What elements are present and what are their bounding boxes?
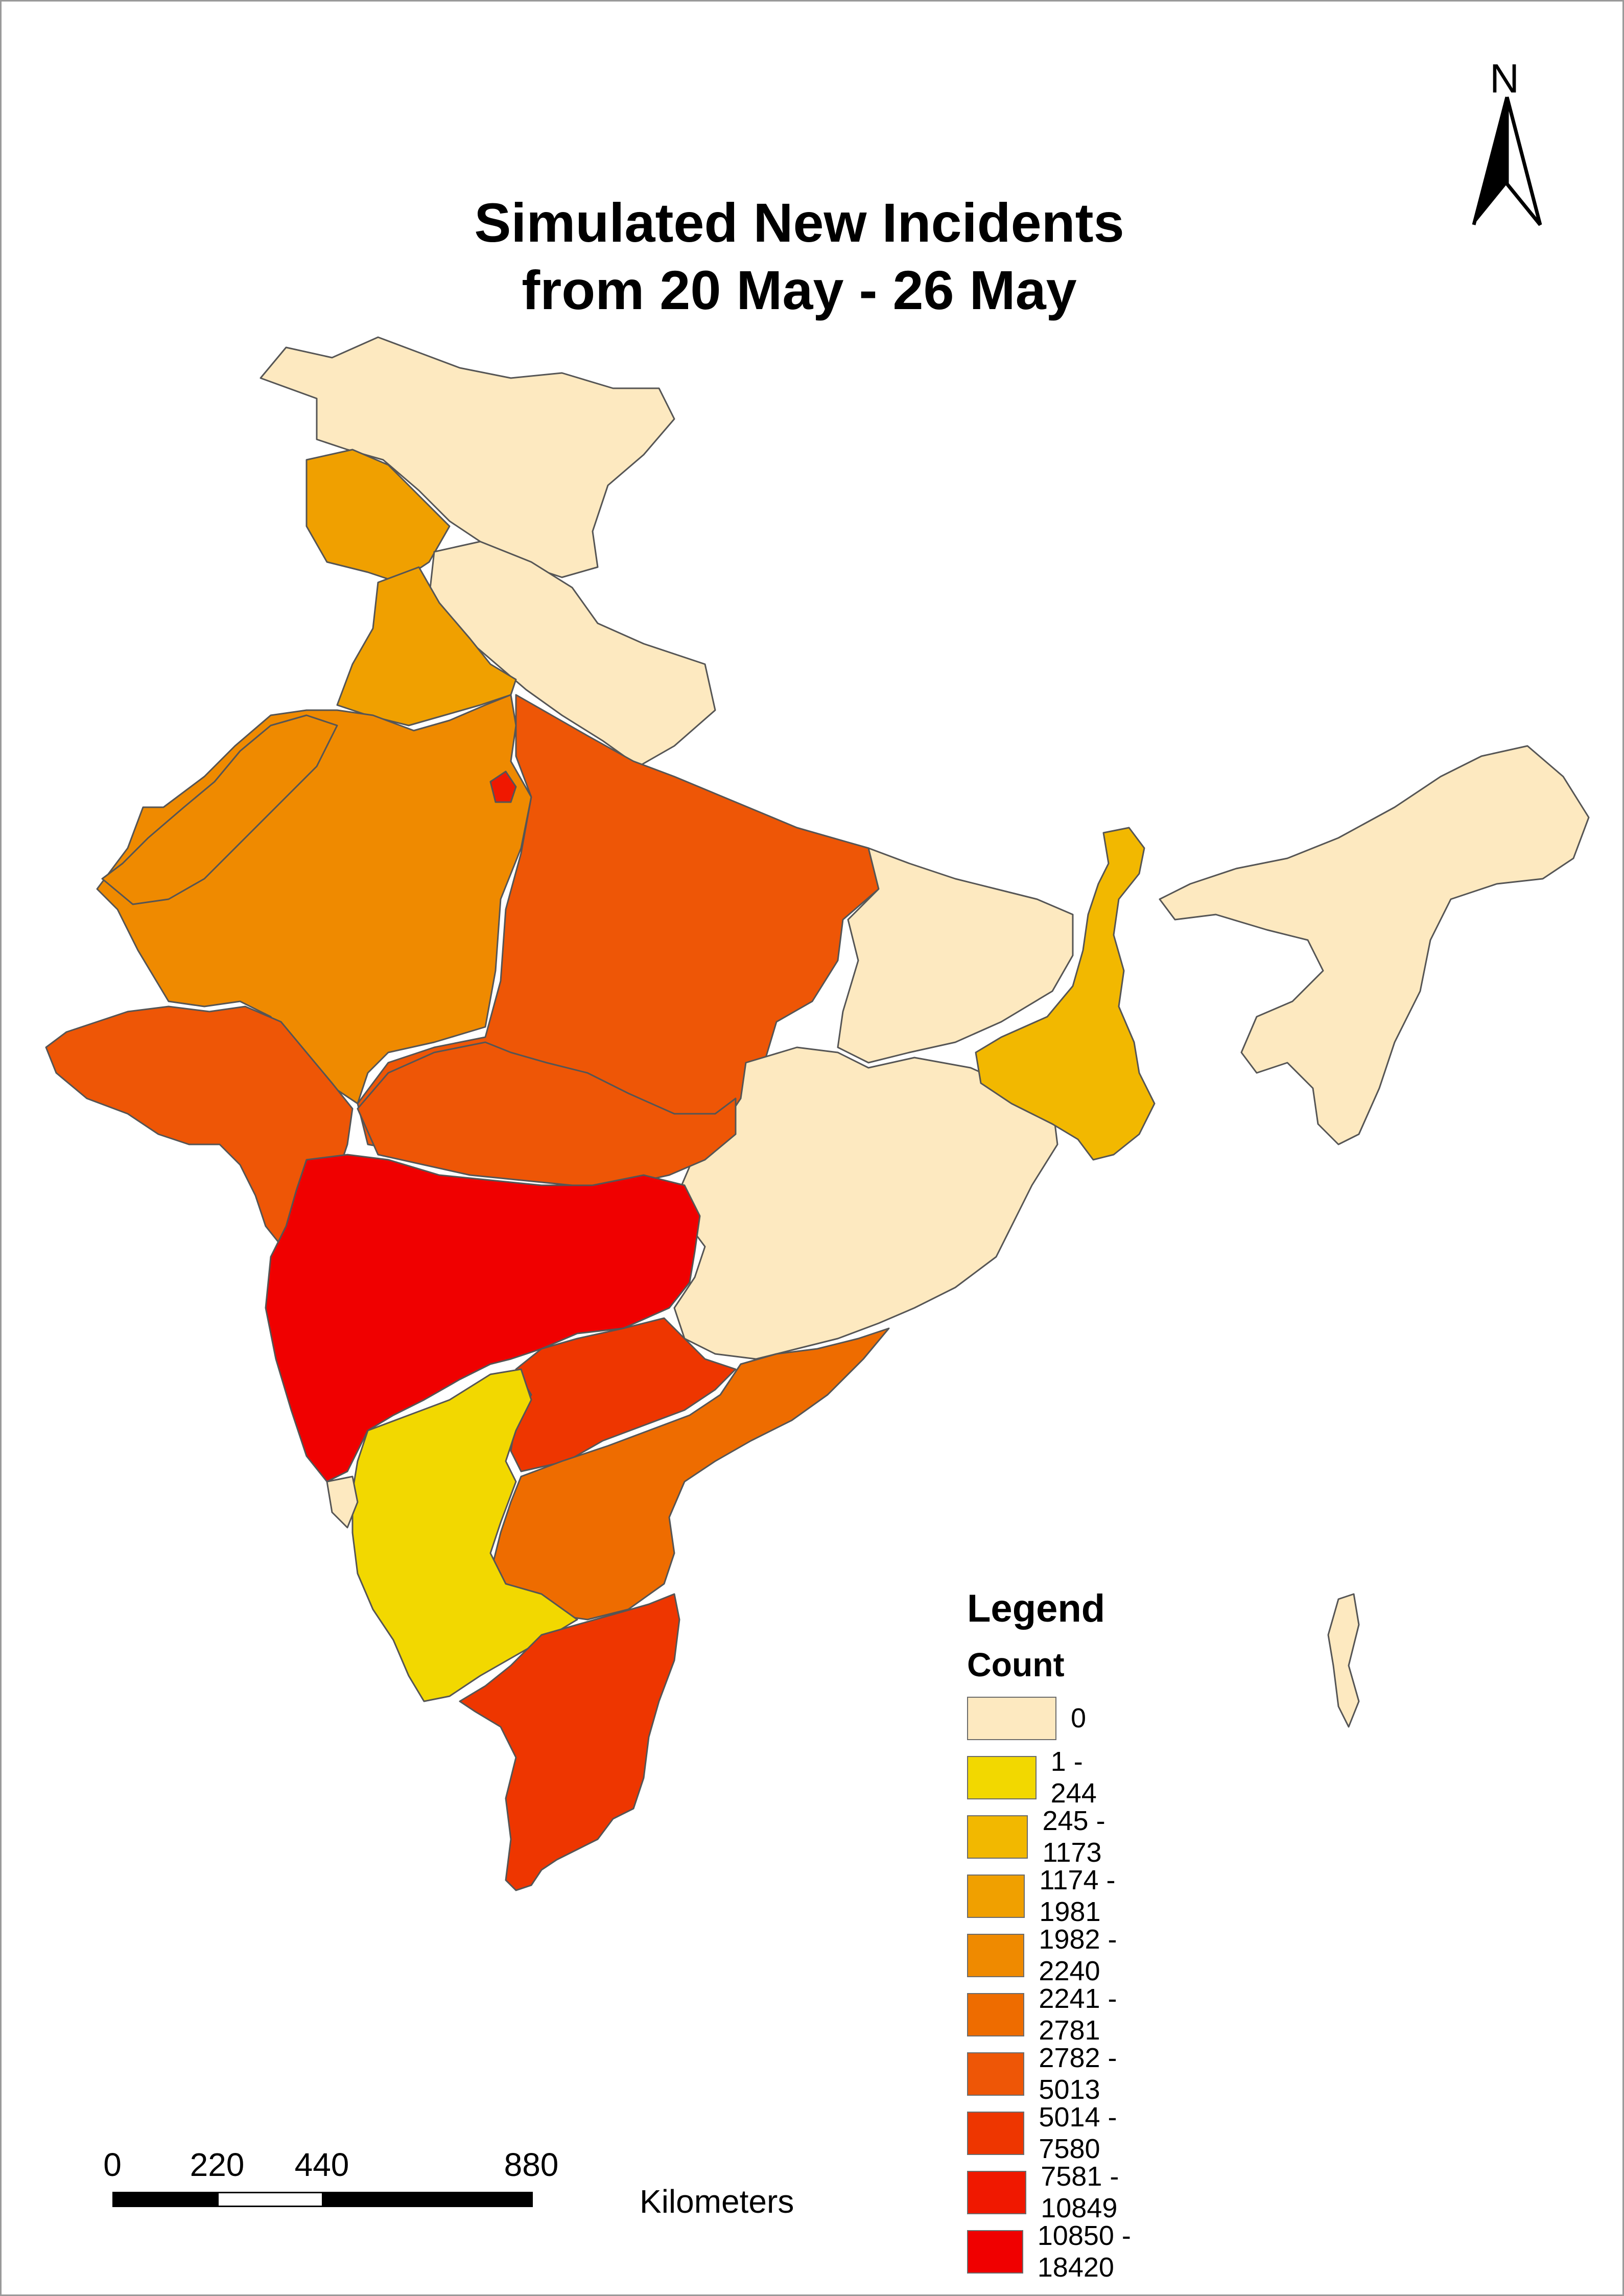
small-coastal-region (326, 1475, 359, 1529)
north-plains-region (336, 566, 517, 727)
legend-label: 7581 - 10849 (1041, 2161, 1119, 2223)
legend-label: 2241 - 2781 (1039, 1983, 1117, 2046)
western-region (265, 1154, 701, 1483)
legend-swatch (967, 1815, 1028, 1859)
scale-bar: 0 220 440 880 Kilometers (97, 2146, 794, 2222)
east-delta-region (975, 827, 1156, 1161)
legend-item-3: 1174 - 1981 (967, 1865, 1132, 1927)
legend-swatch (967, 2111, 1025, 2155)
north-region (260, 336, 675, 578)
map-title-line-2: from 20 May - 26 May (522, 259, 1077, 321)
legend-label: 0 (1071, 1703, 1087, 1733)
legend-swatch (967, 1933, 1025, 1977)
legend-item-9: 10850 - 18420 (967, 2220, 1147, 2283)
east-region (837, 847, 1074, 1064)
legend-item-2: 245 - 1173 (967, 1806, 1130, 1868)
legend-swatch (967, 1874, 1025, 1918)
legend-swatch (967, 2230, 1023, 2274)
legend-label: 1174 - 1981 (1039, 1865, 1116, 1927)
legend-item-6: 2782 - 5013 (967, 2043, 1132, 2105)
south-west-region (351, 1368, 578, 1702)
legend-item-4: 1982 - 2240 (967, 1924, 1132, 1986)
legend-item-5: 2241 - 2781 (967, 1983, 1132, 2046)
legend-item-0: 0 (967, 1695, 1086, 1741)
islands-east (1327, 1593, 1360, 1728)
capital-region (489, 770, 517, 803)
northeast-region (1159, 745, 1590, 1145)
legend-field: Count (967, 1646, 1065, 1683)
legend-label: 1982 - 2240 (1039, 1924, 1117, 1986)
map-title-line-1: Simulated New Incidents (474, 192, 1124, 253)
south-east-region (459, 1593, 680, 1891)
scale-segment (112, 2192, 219, 2207)
legend-title: Legend (967, 1587, 1105, 1630)
legend-item-7: 5014 - 7580 (967, 2102, 1132, 2164)
north-arrow-icon (1472, 97, 1542, 226)
legend-label: 5014 - 7580 (1039, 2102, 1117, 2164)
scale-tick-label: 220 (190, 2146, 245, 2183)
legend-swatch (967, 2170, 1027, 2214)
scale-tick-label: 880 (504, 2146, 559, 2183)
legend-swatch (967, 2052, 1025, 2096)
west-desert-region (101, 714, 338, 905)
legend-swatch (967, 1755, 1037, 1799)
map-title: Simulated New Incidents from 20 May - 26… (0, 189, 1624, 324)
legend-label: 2782 - 5013 (1039, 2043, 1117, 2105)
scale-tick-label: 440 (294, 2146, 349, 2183)
legend-label: 245 - 1173 (1042, 1806, 1105, 1868)
legend-item-8: 7581 - 10849 (967, 2161, 1147, 2223)
legend-swatch (967, 1696, 1056, 1740)
legend-item-1: 1 - 244 (967, 1746, 1117, 1809)
scale-tick-label: 0 (103, 2146, 122, 2183)
deccan-east-region (510, 1317, 737, 1472)
north-arrow-label: N (1490, 56, 1519, 101)
legend-label: 10850 - 18420 (1037, 2220, 1131, 2283)
scale-segment (322, 2192, 533, 2207)
central-region (357, 1041, 737, 1186)
legend-label: 1 - 244 (1050, 1746, 1097, 1809)
scale-segment (217, 2192, 323, 2207)
legend-swatch (967, 1993, 1025, 2036)
scale-unit-label: Kilometers (640, 2183, 794, 2220)
